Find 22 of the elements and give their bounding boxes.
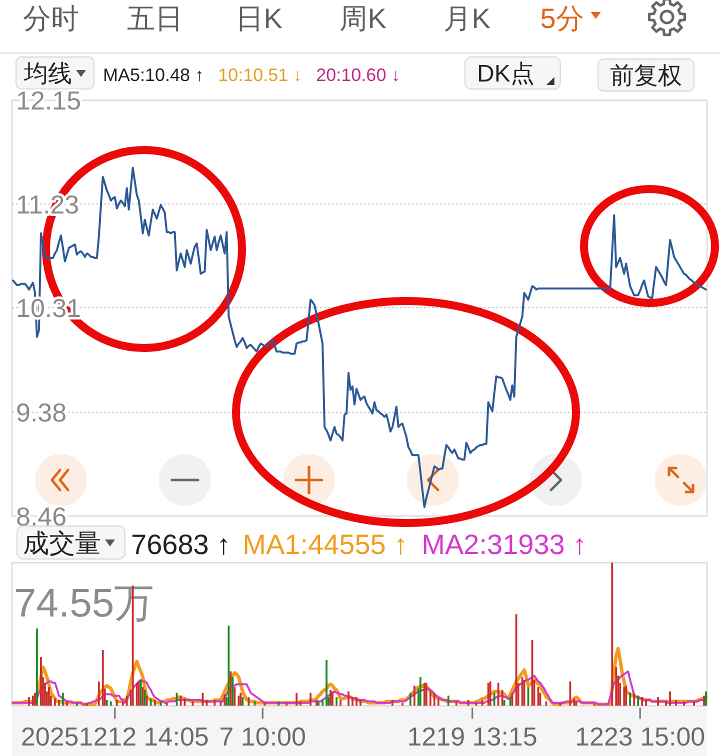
text: DK点 (477, 60, 534, 88)
text: MA1:44555 ↑ (242, 529, 408, 560)
text: 五日 (127, 3, 183, 34)
text: 10:10.51 ↓ (218, 65, 302, 85)
text: MA2:31933 ↑ (422, 529, 587, 560)
text: 周K (340, 3, 387, 34)
y-tick-label: 12.15 (16, 86, 82, 116)
text: 20:10.60 ↓ (316, 65, 400, 85)
x-tick-label: 7 10:00 (219, 722, 306, 752)
text: 分时 (23, 3, 79, 34)
line-series (12, 166, 707, 508)
text: 日K (236, 3, 283, 34)
text: 76683 ↑ (131, 529, 231, 560)
x-tick-label: 20251212 14:05 (20, 722, 209, 752)
text: 前复权 (610, 62, 682, 90)
text: 5分 (540, 3, 584, 34)
text: 月K (444, 3, 491, 34)
x-tick-label: 1223 15:00 (575, 722, 706, 752)
x-tick-label: 1219 13:15 (407, 722, 538, 752)
text: MA5:10.48 ↑ (103, 65, 204, 85)
text: 均线 (23, 60, 72, 88)
y-tick-label: 9.38 (16, 398, 67, 428)
